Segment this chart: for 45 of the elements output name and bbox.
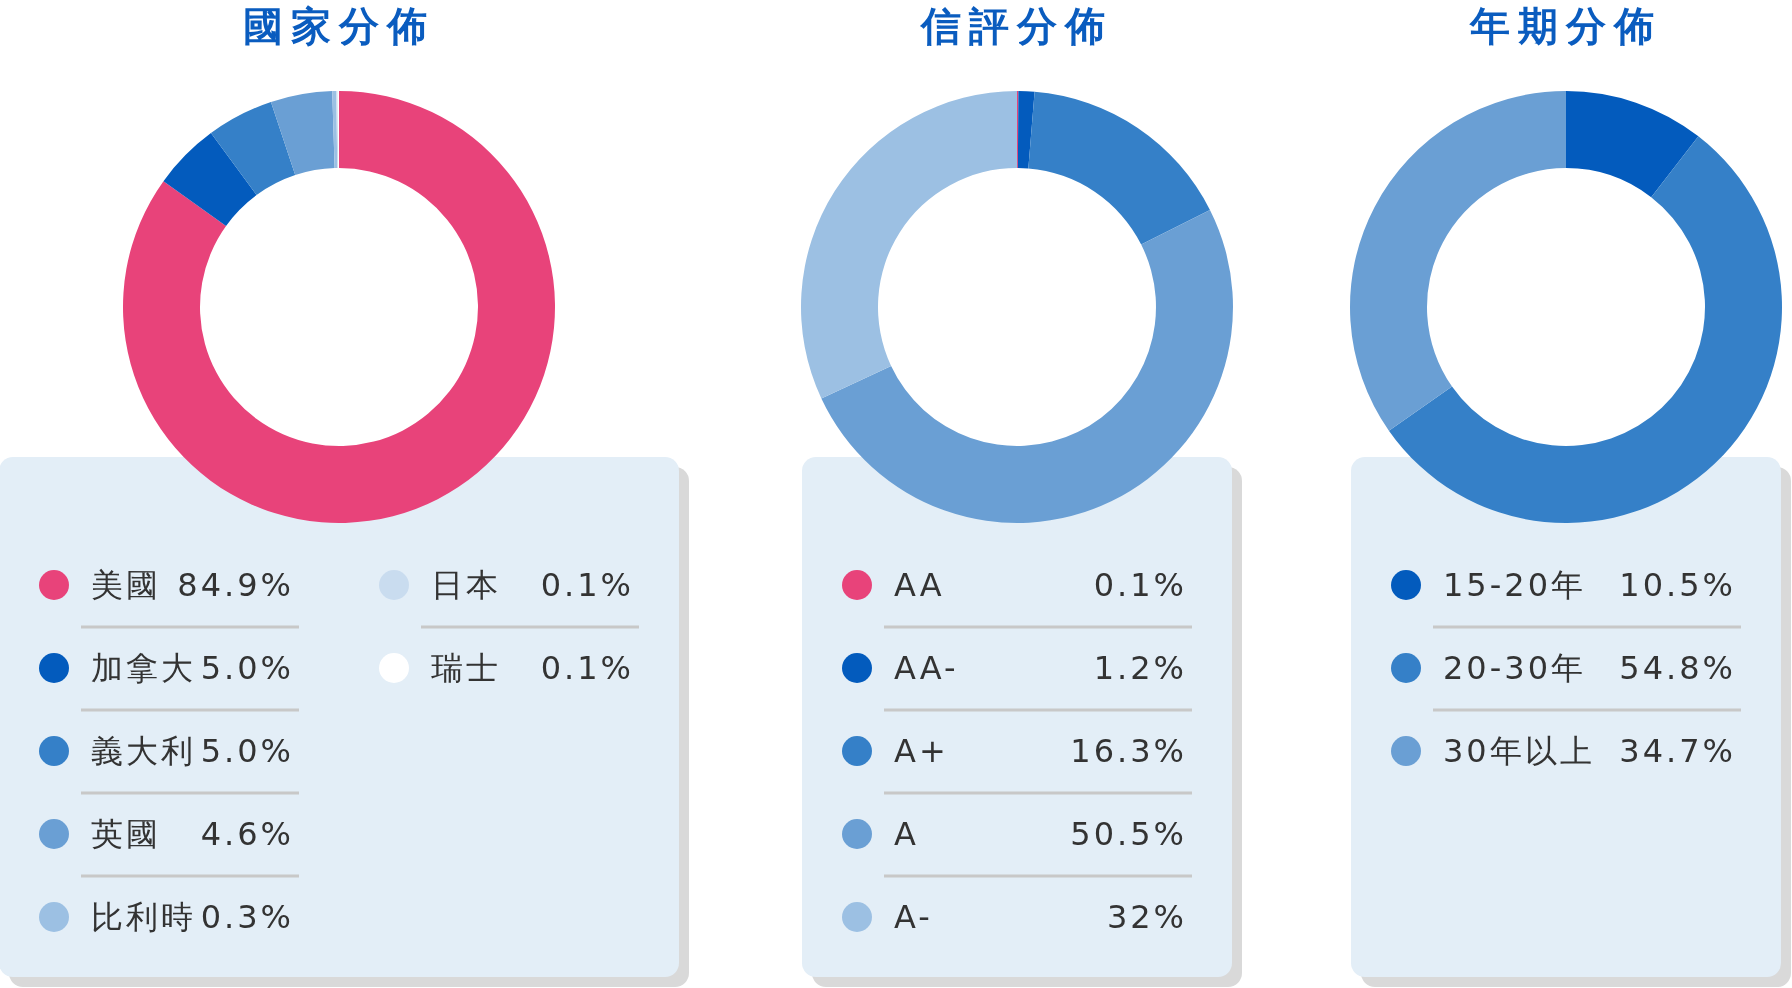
data-label: 84.9%	[177, 566, 294, 604]
data-label: 0.1%	[1093, 566, 1187, 604]
legend-label: 比利時	[91, 898, 196, 936]
donut-slice	[123, 91, 555, 523]
legend-label: A+	[894, 732, 949, 770]
donut-slice	[163, 133, 257, 227]
donut-slice	[801, 91, 1017, 399]
data-label: 5.0%	[200, 649, 294, 687]
donut-slice	[821, 209, 1233, 523]
donut-slice	[270, 91, 335, 176]
legend-label: A	[894, 815, 919, 853]
data-label: 34.7%	[1619, 732, 1736, 770]
legend-label: 加拿大	[91, 649, 196, 687]
donut-slice	[1566, 91, 1699, 198]
data-label: 1.2%	[1093, 649, 1187, 687]
legend-label: 日本	[431, 566, 501, 604]
chart-title: 年期分佈	[1469, 3, 1662, 49]
legend-label: 英國	[91, 815, 161, 853]
donut-slice	[210, 102, 296, 196]
data-label: 4.6%	[200, 815, 294, 853]
data-label: 5.0%	[200, 732, 294, 770]
donut-slice	[1388, 136, 1782, 523]
legend-label: 20-30年	[1443, 649, 1586, 687]
chart-title: 國家分佈	[243, 3, 435, 49]
donut-slice	[1350, 91, 1566, 431]
legend-label: AA-	[894, 649, 959, 687]
data-label: 54.8%	[1619, 649, 1736, 687]
data-label: 50.5%	[1070, 815, 1187, 853]
donut-slice	[1028, 91, 1210, 245]
donut-slice	[1017, 91, 1035, 169]
legend-label: 30年以上	[1443, 732, 1595, 770]
legend-label: 瑞士	[431, 649, 501, 687]
donut-slice	[332, 91, 338, 169]
legend-label: AA	[894, 566, 945, 604]
legend-label: 義大利	[91, 732, 196, 770]
data-label: 10.5%	[1619, 566, 1736, 604]
data-label: 0.3%	[200, 898, 294, 936]
legend-label: 美國	[91, 566, 161, 604]
data-label: 16.3%	[1070, 732, 1187, 770]
data-label: 0.1%	[540, 649, 634, 687]
data-label: 32%	[1106, 898, 1187, 936]
legend-label: A-	[894, 898, 933, 936]
legend-label: 15-20年	[1443, 566, 1586, 604]
data-label: 0.1%	[540, 566, 634, 604]
chart-title: 信評分佈	[919, 3, 1113, 49]
